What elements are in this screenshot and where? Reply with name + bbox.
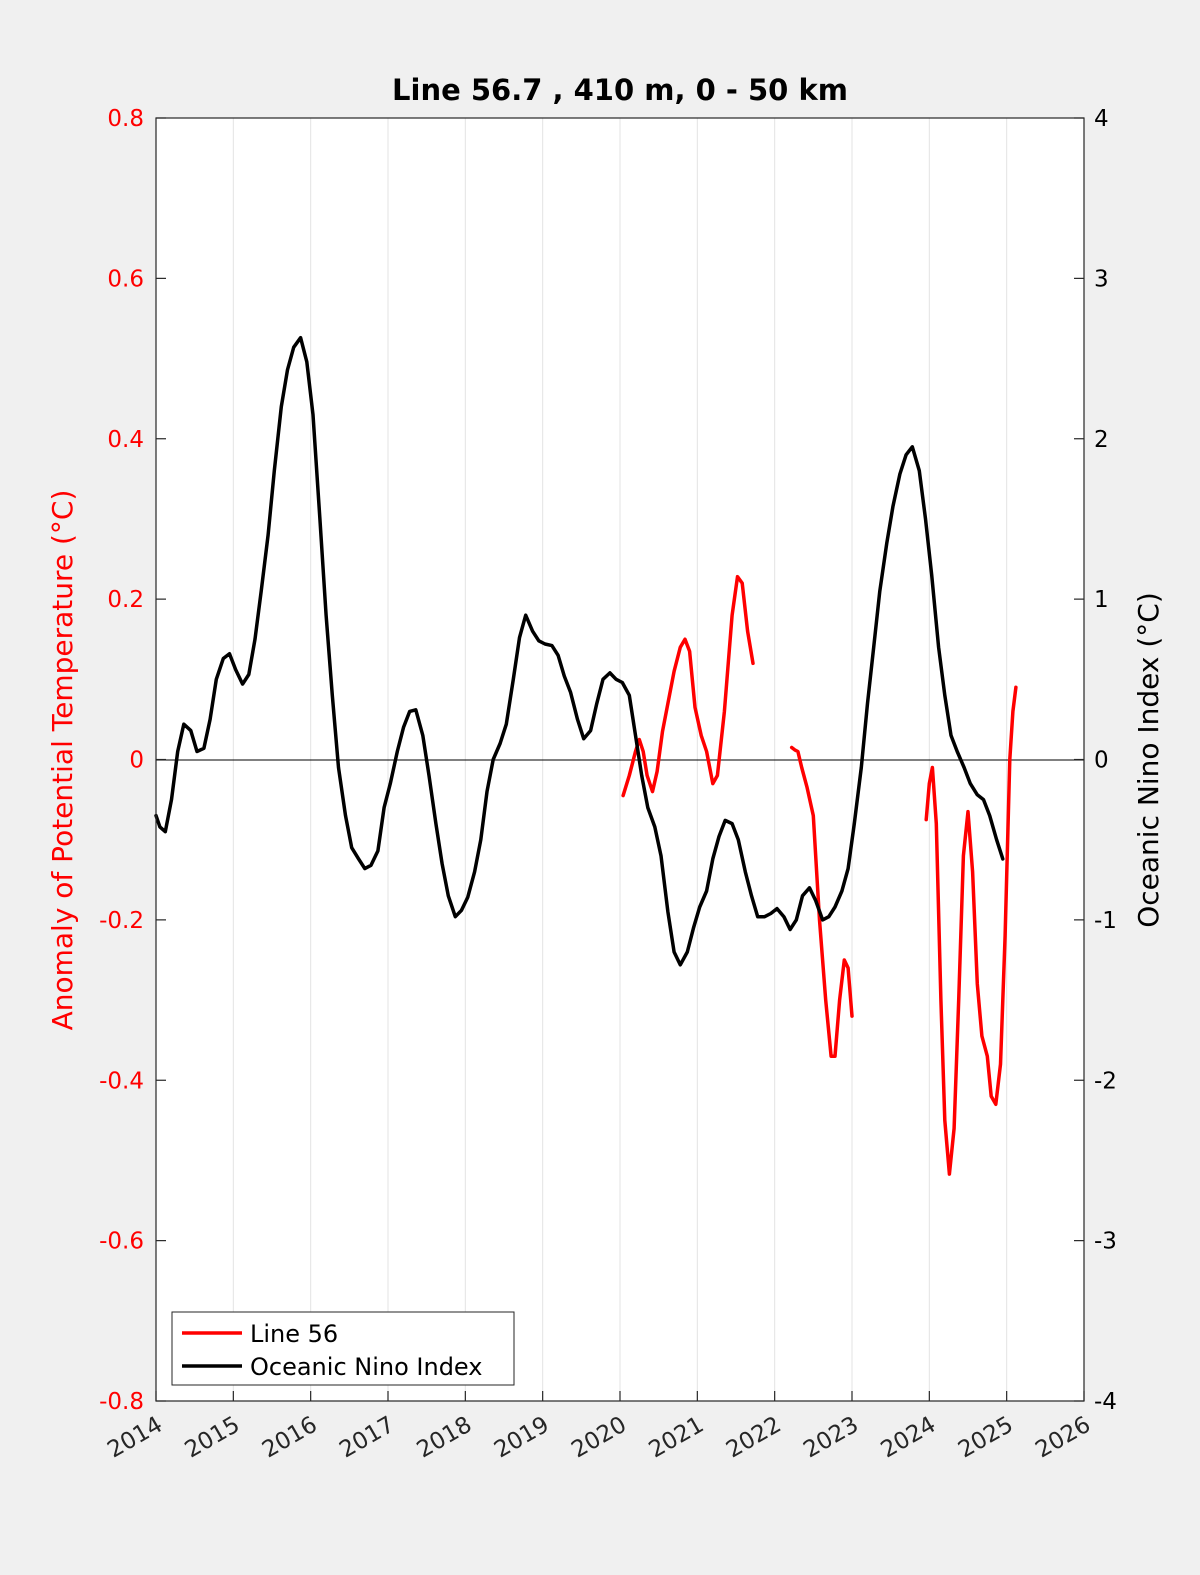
y-right-tick-label: -4 (1094, 1389, 1117, 1415)
series-line-56-segment-1 (789, 745, 854, 1058)
y-axis-left-label: Anomaly of Potential Temperature (°C) (46, 490, 79, 1031)
series-line-56-segment-2 (924, 685, 1018, 1176)
y-left-tick-label: -0.6 (99, 1229, 144, 1255)
y-left-tick-label: 0.2 (107, 587, 144, 613)
legend-label-oni: Oceanic Nino Index (250, 1353, 482, 1381)
legend-label-line-56: Line 56 (250, 1320, 338, 1348)
y-left-tick-label: -0.2 (99, 908, 144, 934)
y-left-tick-label: 0 (129, 748, 144, 774)
y-right-tick-label: 0 (1094, 748, 1109, 774)
y-left-tick-label: 0.4 (107, 427, 144, 453)
y-left-tick-label: 0.6 (107, 266, 144, 292)
legend-box (171, 1311, 515, 1386)
y-right-tick-label: 4 (1094, 106, 1109, 132)
chart-title: Line 56.7 , 410 m, 0 - 50 km (392, 73, 848, 107)
series-line-56-segment-0 (621, 574, 755, 798)
y-right-tick-label: -3 (1094, 1229, 1117, 1255)
series-oceanic-nino-index-segment-0 (154, 335, 1005, 967)
y-right-tick-label: -2 (1094, 1068, 1117, 1094)
legend: Line 56 Oceanic Nino Index (171, 1311, 515, 1386)
y-left-tick-label: 0.8 (107, 106, 144, 132)
y-right-tick-label: -1 (1094, 908, 1117, 934)
y-right-tick-label: 2 (1094, 427, 1109, 453)
y-right-tick-label: 3 (1094, 266, 1109, 292)
y-right-tick-label: 1 (1094, 587, 1109, 613)
y-left-tick-label: -0.8 (99, 1389, 144, 1415)
y-left-tick-label: -0.4 (99, 1068, 144, 1094)
series-layer (154, 335, 1018, 1176)
y-axis-right-label: Oceanic Nino Index (°C) (1132, 592, 1165, 928)
